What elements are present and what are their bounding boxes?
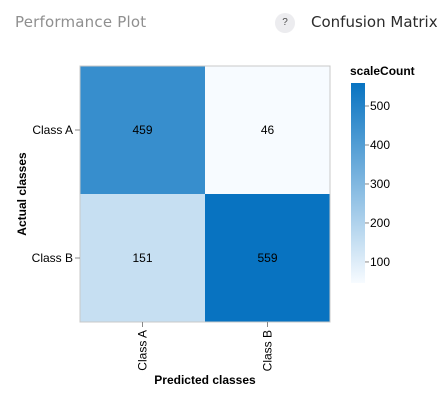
legend-tick-label: 400 (370, 138, 390, 152)
legend-title: scaleCount (350, 64, 415, 78)
cell-value-label: 459 (132, 123, 152, 137)
header: Performance Plot ? Confusion Matrix (0, 0, 442, 44)
cell-value-label: 559 (257, 251, 277, 265)
tab-confusion-matrix[interactable]: Confusion Matrix (311, 13, 438, 31)
plot-frame (79, 65, 331, 323)
y-axis-title: Actual classes (15, 152, 29, 236)
heatmap-cells: 459 46 151 559 (80, 66, 330, 322)
y-tick-label: Class A (32, 123, 73, 137)
legend-color-bar (351, 83, 365, 283)
x-tick-label: Class B (261, 330, 275, 371)
legend-tick-label: 300 (370, 177, 390, 191)
help-icon[interactable]: ? (275, 13, 295, 33)
cell-value-label: 46 (261, 123, 275, 137)
x-tick-label: Class A (136, 330, 150, 371)
heatmap-cell (205, 66, 330, 194)
cell-value-label: 151 (132, 251, 152, 265)
legend-tick-label: 100 (370, 255, 390, 269)
heatmap-cell (80, 66, 205, 194)
heatmap-cell (80, 194, 205, 322)
legend-tick-label: 500 (370, 99, 390, 113)
y-axis: Class A Class B (32, 123, 80, 265)
page-title: Performance Plot (15, 13, 147, 31)
legend-tick-label: 200 (370, 216, 390, 230)
legend-ticks: 100 200 300 400 500 (365, 99, 390, 269)
heatmap-cell (205, 194, 330, 322)
y-tick-label: Class B (32, 251, 73, 265)
x-axis: Class A Class B (136, 322, 275, 371)
x-axis-title: Predicted classes (154, 373, 256, 387)
